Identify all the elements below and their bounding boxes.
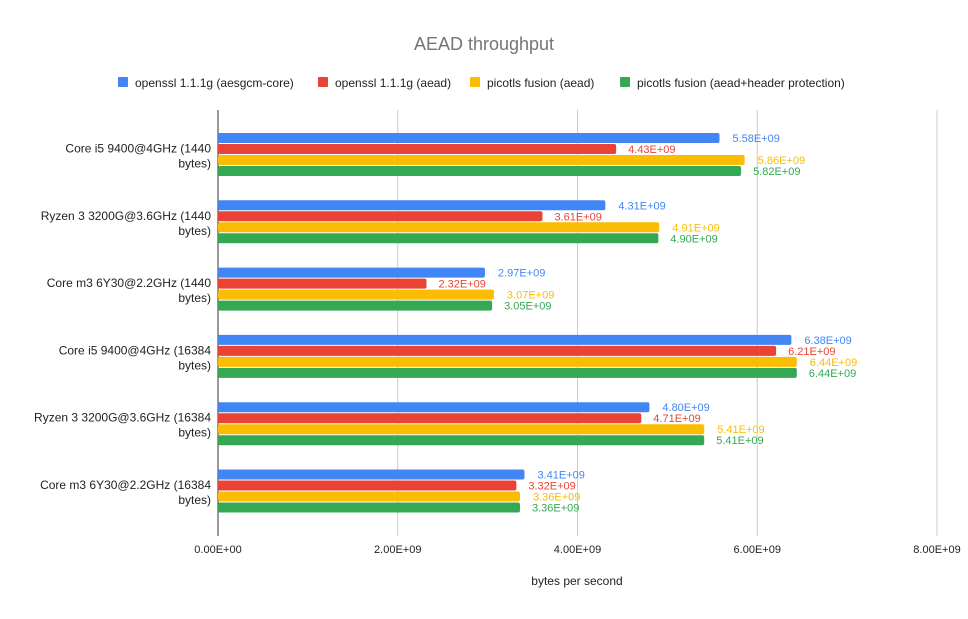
bar xyxy=(218,222,660,233)
x-tick-label: 2.00E+09 xyxy=(374,544,421,556)
legend-swatch xyxy=(620,77,630,87)
bar xyxy=(218,267,485,278)
data-label: 3.07E+09 xyxy=(507,290,554,302)
bar xyxy=(218,166,742,176)
bar xyxy=(218,413,642,424)
x-axis-label: bytes per second xyxy=(531,574,622,588)
category-label: bytes) xyxy=(178,157,211,171)
x-tick-label: 6.00E+09 xyxy=(734,544,781,556)
data-label: 3.36E+09 xyxy=(533,492,580,504)
bar xyxy=(218,289,494,300)
bar xyxy=(218,144,617,154)
bar xyxy=(218,502,520,513)
data-label: 5.82E+09 xyxy=(753,166,800,178)
category-label: bytes) xyxy=(178,493,211,507)
data-label: 3.36E+09 xyxy=(532,503,579,515)
x-axis-ticks: 0.00E+00 2.00E+09 4.00E+09 6.00E+09 8.00E+09 xyxy=(194,544,960,556)
x-tick-label: 0.00E+00 xyxy=(194,544,241,556)
bar xyxy=(218,356,797,367)
bar xyxy=(218,480,517,491)
data-label: 3.05E+09 xyxy=(504,301,551,313)
bar xyxy=(218,300,493,311)
category-label: bytes) xyxy=(178,291,211,305)
category-label: Core m3 6Y30@2.2GHz (16384 xyxy=(40,478,211,492)
category-label: Core i5 9400@4GHz (16384 xyxy=(59,343,212,357)
data-label: 4.71E+09 xyxy=(653,413,700,425)
legend: openssl 1.1.1g (aesgcm-core) openssl 1.1.… xyxy=(118,76,845,90)
data-label: 4.91E+09 xyxy=(672,222,719,234)
data-label: 3.41E+09 xyxy=(537,470,584,482)
legend-label: openssl 1.1.1g (aesgcm-core) xyxy=(135,76,294,90)
data-label: 6.44E+09 xyxy=(810,357,857,369)
bar xyxy=(218,402,650,413)
bar xyxy=(218,491,520,502)
data-label: 6.38E+09 xyxy=(804,335,851,347)
data-label: 5.86E+09 xyxy=(758,155,805,167)
bar xyxy=(218,469,525,480)
legend-swatch xyxy=(470,77,480,87)
x-tick-label: 4.00E+09 xyxy=(554,544,601,556)
bar xyxy=(218,133,720,143)
bar xyxy=(218,345,777,356)
category-label: bytes) xyxy=(178,358,211,372)
legend-label: picotls fusion (aead+header protection) xyxy=(637,76,845,90)
chart-title: AEAD throughput xyxy=(414,34,554,54)
data-label: 3.32E+09 xyxy=(528,481,575,493)
bar xyxy=(218,278,427,289)
data-label: 5.41E+09 xyxy=(717,424,764,436)
data-label: 2.32E+09 xyxy=(439,279,486,291)
bar xyxy=(218,200,606,211)
data-label: 4.31E+09 xyxy=(618,200,665,212)
bar xyxy=(218,233,659,244)
bars: 5.58E+09 4.43E+09 5.86E+095.82E+09 4.31E+09… xyxy=(218,133,857,515)
category-label: Ryzen 3 3200G@3.6GHz (1440 xyxy=(41,209,212,223)
bar xyxy=(218,334,792,345)
gridlines xyxy=(217,110,938,536)
bar xyxy=(218,424,705,435)
category-label: Core i5 9400@4GHz (1440 xyxy=(65,142,211,156)
bar xyxy=(218,211,543,222)
category-label: Core m3 6Y30@2.2GHz (1440 xyxy=(47,276,212,290)
category-label: bytes) xyxy=(178,224,211,238)
legend-swatch xyxy=(318,77,328,87)
data-label: 4.90E+09 xyxy=(670,233,717,245)
bar xyxy=(218,435,705,446)
legend-swatch xyxy=(118,77,128,87)
data-label: 5.41E+09 xyxy=(716,435,763,447)
x-tick-label: 8.00E+09 xyxy=(913,544,960,556)
data-label: 2.97E+09 xyxy=(498,268,545,280)
category-label: bytes) xyxy=(178,426,211,440)
data-label: 3.61E+09 xyxy=(554,211,601,223)
bar xyxy=(218,367,797,378)
data-label: 4.80E+09 xyxy=(662,402,709,414)
category-label: Ryzen 3 3200G@3.6GHz (16384 xyxy=(34,411,211,425)
legend-label: openssl 1.1.1g (aead) xyxy=(335,76,451,90)
bar xyxy=(218,155,745,165)
data-label: 6.44E+09 xyxy=(809,368,856,380)
data-label: 6.21E+09 xyxy=(788,346,835,358)
data-label: 4.43E+09 xyxy=(628,144,675,156)
legend-label: picotls fusion (aead) xyxy=(487,76,594,90)
data-label: 5.58E+09 xyxy=(733,133,780,145)
